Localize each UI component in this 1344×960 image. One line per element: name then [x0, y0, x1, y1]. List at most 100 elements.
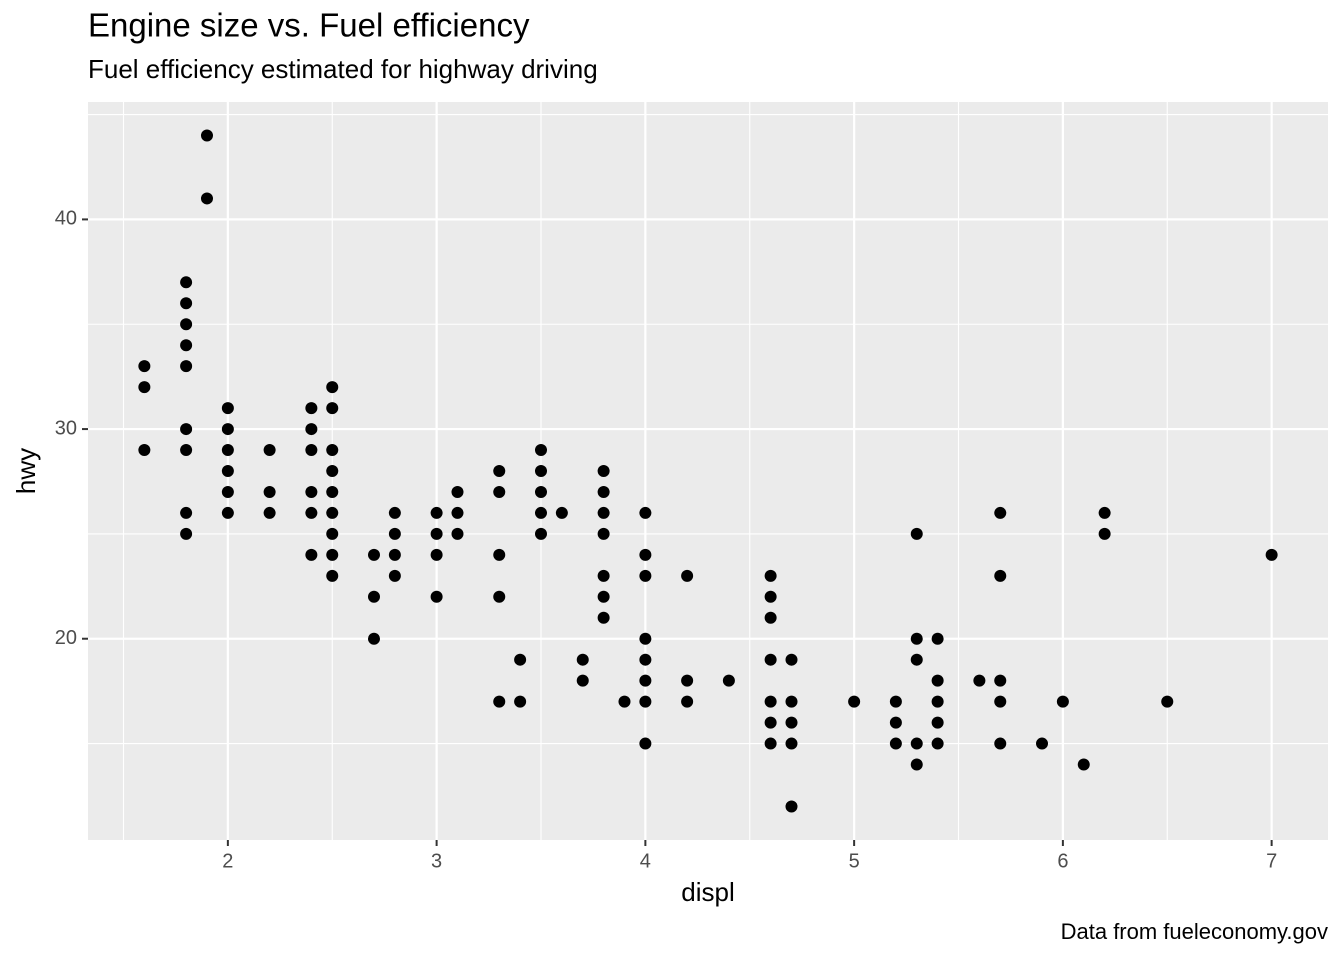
point [305, 444, 318, 457]
point [493, 548, 506, 561]
point [639, 632, 652, 645]
point [451, 527, 464, 540]
point [180, 506, 193, 519]
point [367, 632, 380, 645]
point [221, 485, 234, 498]
point [534, 527, 547, 540]
point [514, 695, 527, 708]
point [388, 506, 401, 519]
point [180, 360, 193, 373]
point [681, 569, 694, 582]
point [785, 800, 798, 813]
point [388, 548, 401, 561]
point [388, 569, 401, 582]
point [534, 506, 547, 519]
chart-subtitle: Fuel efficiency estimated for highway dr… [88, 54, 598, 84]
point [534, 444, 547, 457]
point [889, 716, 902, 729]
point [764, 695, 777, 708]
point [221, 423, 234, 436]
chart-title: Engine size vs. Fuel efficiency [88, 7, 530, 44]
point [910, 758, 923, 771]
x-tick-label: 3 [431, 850, 442, 872]
point [180, 276, 193, 289]
point [534, 485, 547, 498]
point [931, 716, 944, 729]
point [618, 695, 631, 708]
point [221, 444, 234, 457]
x-axis-label: displ [681, 877, 734, 907]
point [138, 444, 151, 457]
point [493, 465, 506, 477]
point [305, 423, 318, 436]
point [681, 674, 694, 687]
point [994, 674, 1007, 687]
point [639, 737, 652, 750]
point [514, 653, 527, 666]
point [555, 506, 568, 519]
point [200, 192, 213, 205]
point [764, 716, 777, 729]
point [326, 465, 339, 477]
point [994, 506, 1007, 519]
point [639, 674, 652, 687]
point [180, 297, 193, 310]
point [597, 569, 610, 582]
point [200, 129, 213, 142]
point [1036, 737, 1049, 750]
point [889, 695, 902, 708]
point [326, 485, 339, 498]
point [326, 527, 339, 540]
point [180, 318, 193, 331]
y-tick-label: 40 [55, 208, 77, 230]
point [326, 506, 339, 519]
point [576, 674, 589, 687]
point [1161, 695, 1174, 708]
point [326, 569, 339, 582]
point [388, 527, 401, 540]
y-axis-label: hwy [11, 448, 41, 494]
point [263, 485, 276, 498]
point [722, 674, 735, 687]
y-tick-label: 30 [55, 417, 77, 439]
point [639, 569, 652, 582]
point [597, 485, 610, 498]
point [430, 548, 443, 561]
point [910, 737, 923, 750]
point [910, 653, 923, 666]
point [785, 695, 798, 708]
point [138, 381, 151, 394]
point [430, 527, 443, 540]
point [1265, 548, 1278, 561]
point [180, 527, 193, 540]
point [994, 695, 1007, 708]
point [1056, 695, 1069, 708]
point [910, 527, 923, 540]
point [597, 506, 610, 519]
point [221, 465, 234, 477]
point [493, 695, 506, 708]
point [326, 444, 339, 457]
point [576, 653, 589, 666]
x-tick-label: 2 [222, 850, 233, 872]
point [493, 590, 506, 603]
point [367, 548, 380, 561]
point [639, 506, 652, 519]
point [931, 737, 944, 750]
point [180, 444, 193, 457]
point [889, 737, 902, 750]
point [597, 611, 610, 624]
point [180, 423, 193, 436]
x-tick-label: 6 [1057, 850, 1068, 872]
point [305, 485, 318, 498]
point [305, 402, 318, 415]
point [764, 737, 777, 750]
point [534, 465, 547, 477]
point [639, 653, 652, 666]
point [785, 716, 798, 729]
point [1077, 758, 1090, 771]
point [326, 548, 339, 561]
point [451, 485, 464, 498]
point [305, 506, 318, 519]
